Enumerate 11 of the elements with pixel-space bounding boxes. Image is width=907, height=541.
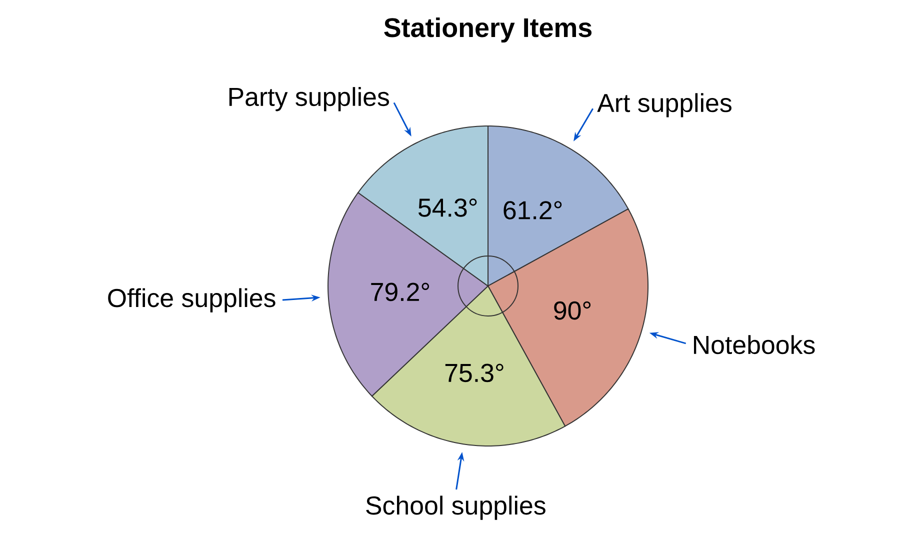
chart-title: Stationery Items bbox=[384, 17, 592, 43]
slice-label: Notebooks bbox=[694, 335, 815, 354]
slice-label: Office supplies bbox=[108, 288, 276, 312]
slice-label: Art supplies bbox=[597, 93, 732, 118]
slice-label: School supplies bbox=[366, 496, 546, 520]
slice-label: Party supplies bbox=[229, 87, 389, 112]
data-label: 90° bbox=[554, 301, 591, 320]
data-label: 61.2° bbox=[504, 201, 562, 220]
data-label: 79.2° bbox=[371, 282, 430, 302]
data-label: 54.3° bbox=[418, 198, 477, 217]
data-label: 75.3° bbox=[445, 364, 504, 382]
